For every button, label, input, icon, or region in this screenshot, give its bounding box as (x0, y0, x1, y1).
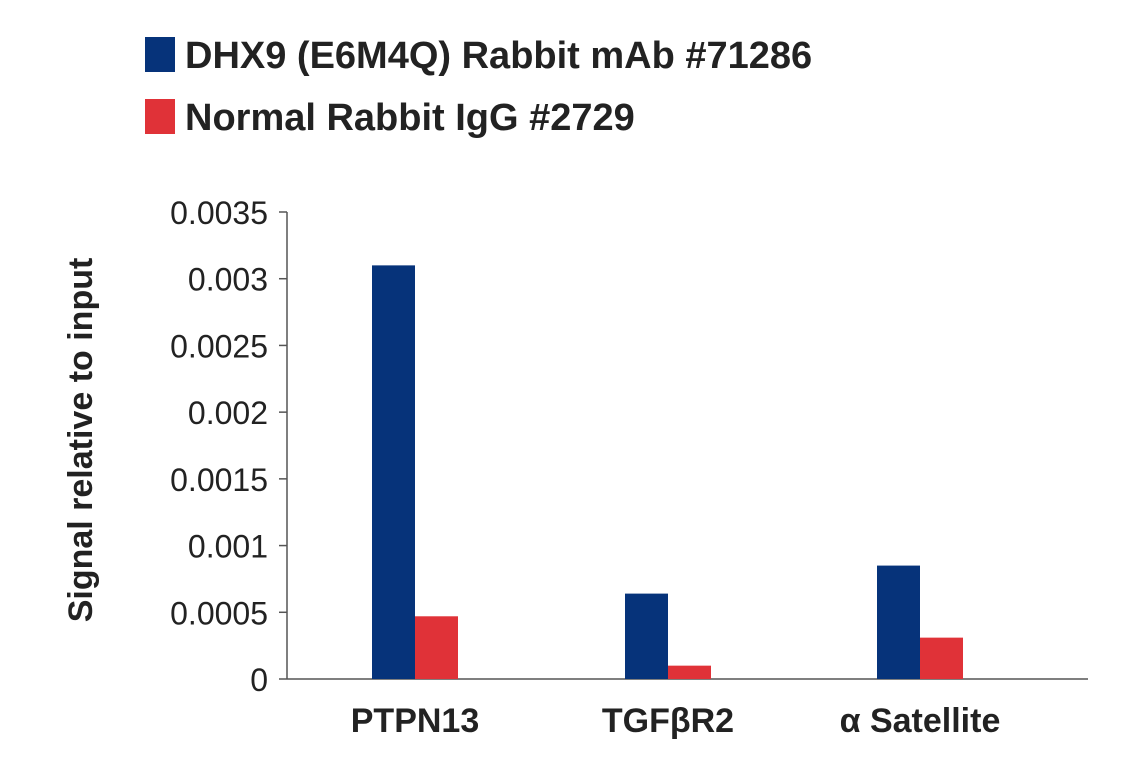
bar-dhx9-1 (372, 265, 415, 679)
bar-dhx9-3 (877, 565, 920, 679)
legend-swatch-1 (145, 37, 175, 72)
y-tick-label: 0.001 (188, 529, 268, 565)
y-tick-label: 0.003 (188, 262, 268, 298)
y-axis-label: Signal relative to input (62, 258, 100, 623)
y-tick-label: 0 (250, 662, 268, 698)
legend-label-1: DHX9 (E6M4Q) Rabbit mAb #71286 (185, 35, 812, 77)
y-tick-label: 0.0015 (170, 462, 268, 498)
y-tick-label: 0.0005 (170, 595, 268, 631)
y-tick-label: 0.002 (188, 395, 268, 431)
y-tick-label: 0.0025 (170, 328, 268, 364)
x-tick-label: PTPN13 (351, 702, 480, 740)
chart-axes: 0 0.0005 0.001 0.0015 0.002 0.0025 0.003 0.0035 (170, 195, 1088, 698)
x-tick-label: α Satellite (840, 702, 1001, 740)
bar-dhx9-2 (625, 593, 668, 679)
bar-igg-2 (668, 665, 711, 679)
x-axis-tick-labels: PTPN13 TGFβR2 α Satellite (351, 702, 1001, 740)
legend-swatch-2 (145, 99, 175, 134)
chart-legend: DHX9 (E6M4Q) Rabbit mAb #71286 Normal Rab… (145, 35, 812, 139)
legend-label-2: Normal Rabbit IgG #2729 (185, 97, 635, 139)
chart-bars (372, 265, 963, 679)
y-tick-label: 0.0035 (170, 195, 268, 231)
bar-igg-3 (920, 637, 963, 679)
x-tick-label: TGFβR2 (602, 702, 734, 740)
bar-igg-1 (415, 616, 458, 679)
